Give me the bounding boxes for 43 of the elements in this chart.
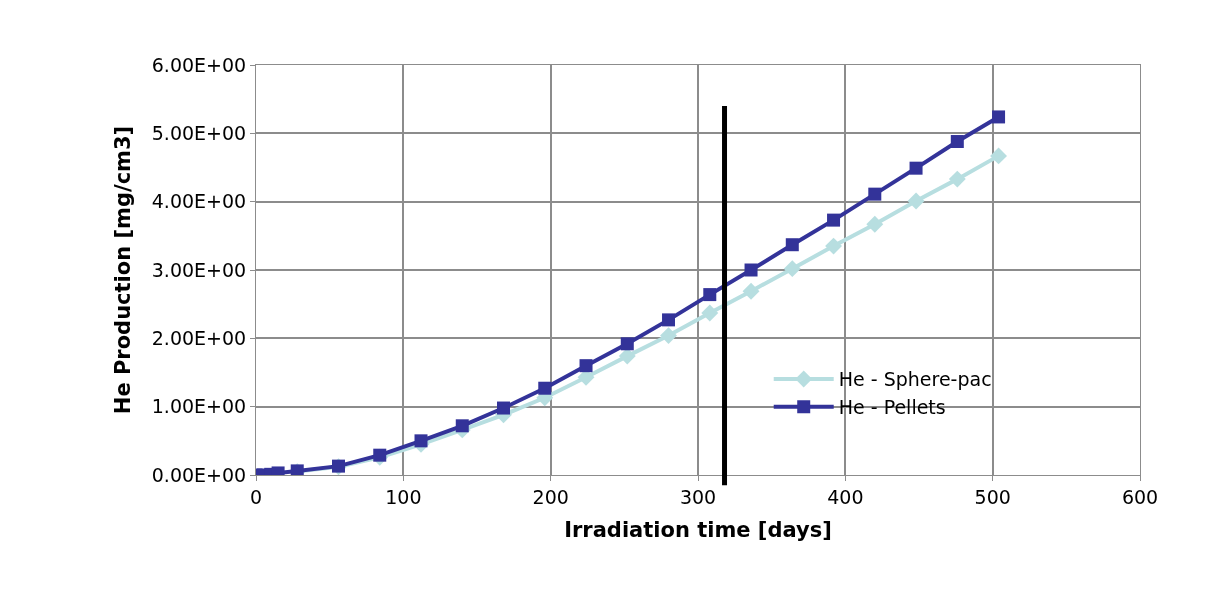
point (825, 237, 842, 255)
x-axis-title: Irradiation time [days] (564, 518, 832, 542)
point (455, 419, 469, 433)
point (783, 260, 801, 278)
y-tick-label: 0.00E+00 (151, 463, 247, 486)
x-tick-label: 400 (827, 485, 864, 508)
point (990, 147, 1008, 165)
x-tick-label: 300 (679, 485, 717, 508)
point (660, 327, 677, 345)
point (948, 170, 966, 188)
point (909, 161, 923, 175)
point (827, 213, 841, 227)
point (373, 448, 387, 462)
y-tick-label: 3.00E+00 (151, 258, 247, 281)
point (620, 337, 634, 351)
legend-label: He - Pellets (838, 396, 946, 419)
y-axis-title: He Production [mg/cm3] (110, 125, 135, 415)
point (907, 192, 925, 210)
point (785, 238, 799, 252)
point (414, 434, 428, 448)
point (992, 110, 1006, 124)
y-tick-label: 2.00E+00 (151, 326, 247, 349)
point (950, 135, 964, 149)
x-tick-label: 100 (385, 485, 422, 508)
x-tick-label: 500 (974, 485, 1011, 508)
y-tick-label: 5.00E+00 (151, 121, 247, 144)
y-tick-label: 1.00E+00 (151, 395, 247, 418)
point (701, 304, 719, 322)
point (579, 359, 593, 373)
legend-label: He - Sphere-pac (838, 368, 992, 391)
point (866, 215, 884, 233)
point (703, 288, 717, 302)
point (497, 401, 511, 415)
point (538, 381, 552, 395)
point (662, 313, 676, 327)
y-tick-label: 4.00E+00 (151, 190, 247, 213)
x-tick-label: 200 (532, 485, 569, 508)
y-tick-label: 6.00E+00 (151, 53, 247, 76)
x-tick-label: 600 (1121, 485, 1159, 508)
point (742, 282, 760, 300)
x-tick-label: 0 (249, 485, 263, 508)
point (744, 263, 758, 277)
point (868, 187, 882, 201)
